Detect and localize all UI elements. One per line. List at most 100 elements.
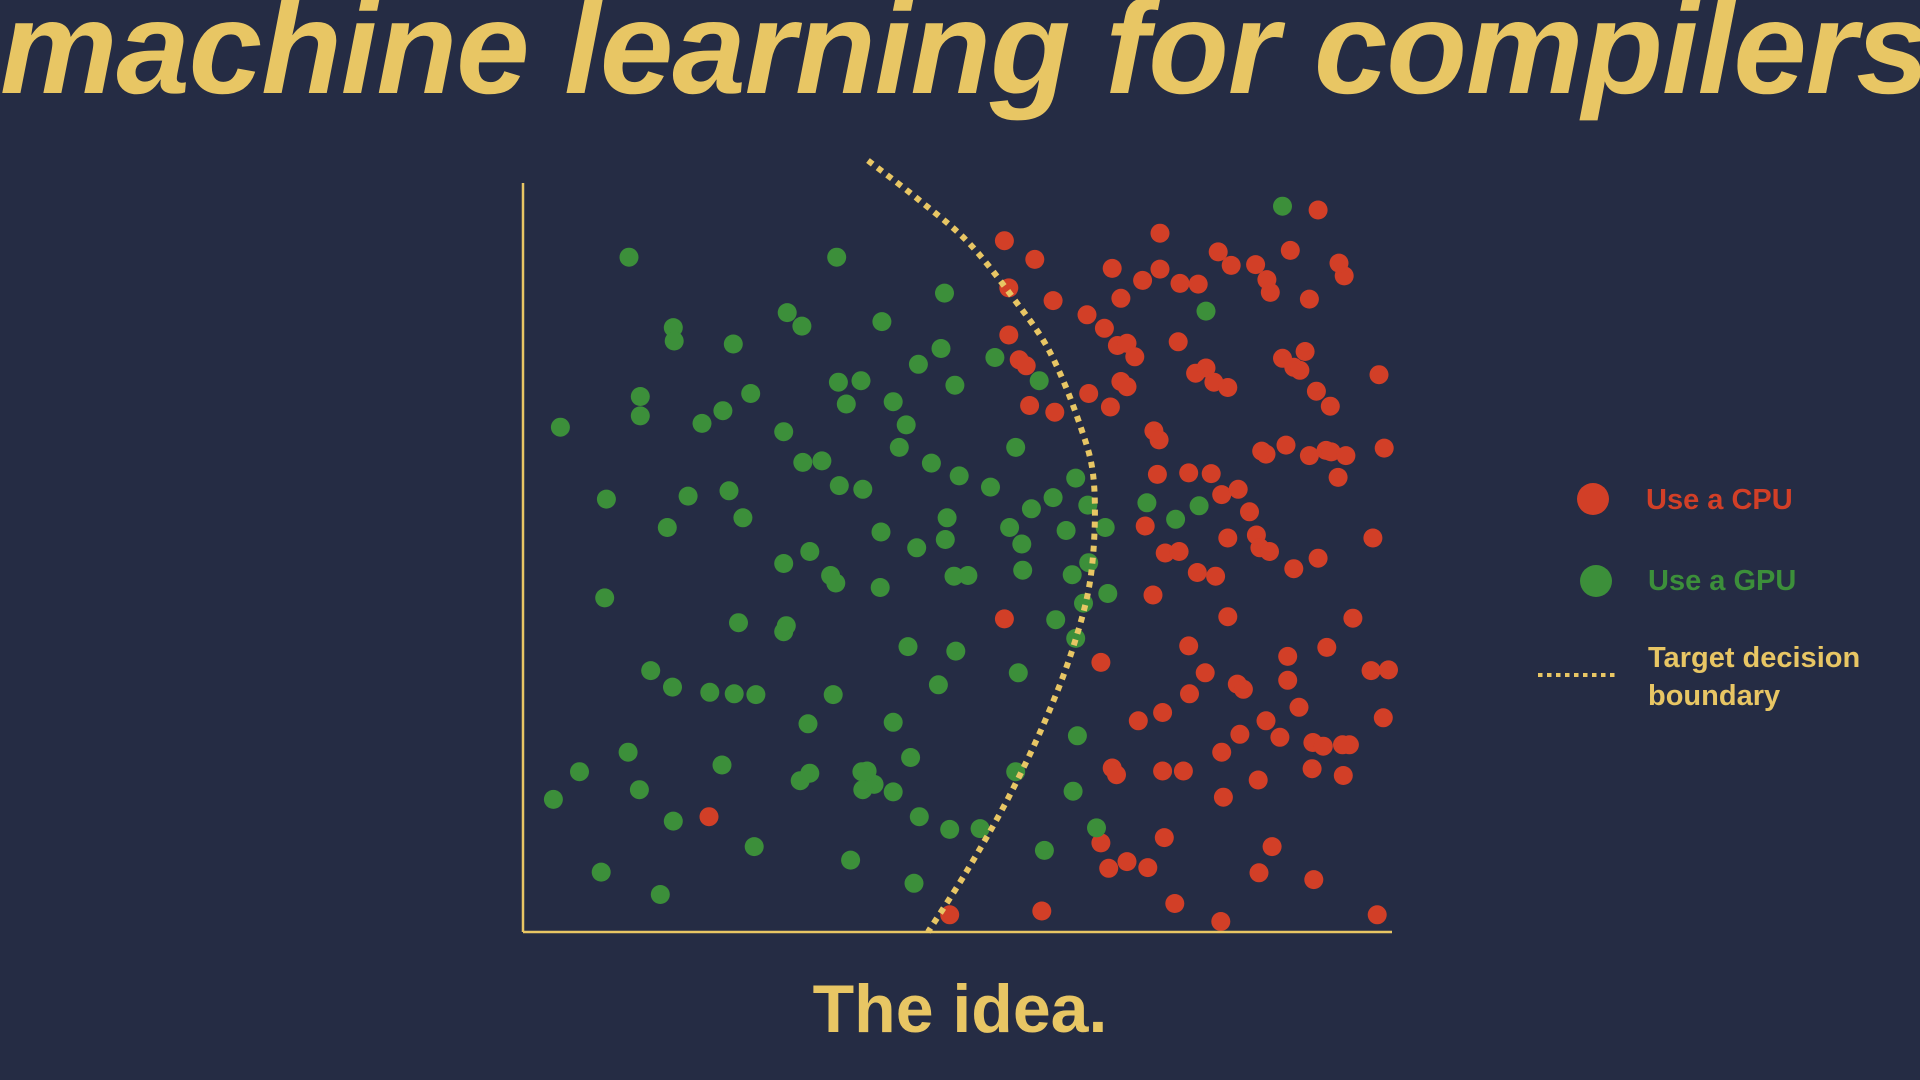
- gpu-point: [871, 522, 891, 542]
- cpu-point: [1249, 863, 1269, 883]
- gpu-point: [596, 489, 616, 509]
- cpu-point: [1336, 446, 1356, 466]
- cpu-point: [1270, 727, 1290, 747]
- gpu-point: [776, 616, 796, 636]
- gpu-point: [896, 415, 916, 435]
- gpu-point: [985, 348, 1005, 367]
- gpu-point: [1087, 818, 1106, 838]
- gpu-point: [692, 413, 712, 433]
- cpu-point: [1211, 912, 1231, 931]
- cpu-point: [1128, 711, 1148, 731]
- gpu-point: [946, 641, 966, 661]
- cpu-point: [1117, 377, 1137, 397]
- gpu-point: [1196, 301, 1216, 321]
- gpu-point: [630, 387, 650, 406]
- cpu-point: [1094, 318, 1114, 338]
- gpu-point: [800, 542, 820, 561]
- gpu-point: [812, 451, 832, 471]
- cpu-point: [1363, 528, 1383, 548]
- cpu-point: [1147, 464, 1167, 484]
- cpu-point: [1043, 291, 1063, 311]
- series-gpu: [543, 196, 1292, 904]
- gpu-point: [774, 554, 794, 573]
- cpu-point: [1016, 356, 1036, 376]
- gpu-point: [1013, 560, 1033, 580]
- gpu-point: [901, 748, 921, 767]
- gpu-point: [774, 422, 794, 442]
- gpu-point: [719, 481, 739, 501]
- legend-label-cpu: Use a CPU: [1646, 484, 1793, 516]
- gpu-point: [829, 476, 849, 496]
- gpu-point: [883, 782, 903, 802]
- gpu-point: [921, 453, 941, 473]
- gpu-point: [1066, 468, 1086, 488]
- gpu-point: [937, 508, 957, 528]
- cpu-point: [1168, 332, 1188, 352]
- gpu-point: [883, 712, 903, 732]
- gpu-point: [1029, 371, 1049, 391]
- gpu-point: [935, 530, 955, 549]
- cpu-point: [699, 807, 719, 827]
- gpu-point: [931, 339, 951, 358]
- cpu-point: [1032, 901, 1052, 921]
- cpu-point: [1125, 347, 1145, 367]
- cpu-point: [1187, 563, 1207, 582]
- cpu-point: [1155, 543, 1175, 563]
- gpu-point: [1021, 499, 1041, 519]
- gpu-point: [1008, 663, 1028, 683]
- gpu-point: [857, 761, 877, 781]
- cpu-point: [1221, 255, 1241, 275]
- gpu-point: [981, 477, 1000, 497]
- gpu-point: [958, 566, 978, 585]
- cpu-point: [1290, 360, 1310, 380]
- cpu-point: [1206, 566, 1226, 586]
- gpu-point: [827, 247, 847, 267]
- gpu-point: [798, 714, 818, 734]
- gpu-point: [790, 771, 810, 791]
- gpu-point: [591, 862, 611, 882]
- gpu-point: [641, 661, 661, 681]
- gpu-point: [650, 885, 670, 904]
- series-cpu: [699, 200, 1398, 931]
- cpu-point: [1165, 894, 1185, 913]
- cpu-point: [1262, 837, 1282, 857]
- cpu-point: [1153, 703, 1173, 722]
- gpu-point: [595, 588, 615, 608]
- gpu-point: [1098, 584, 1118, 603]
- gpu-point: [1000, 518, 1020, 537]
- slide-caption: The idea.: [812, 971, 1108, 1047]
- gpu-point: [970, 819, 990, 839]
- gpu-point: [1056, 521, 1076, 540]
- cpu-point: [1280, 240, 1300, 260]
- cpu-point: [1317, 637, 1337, 657]
- cpu-point: [1153, 761, 1173, 781]
- cpu-point: [1188, 274, 1208, 294]
- cpu-point: [1020, 396, 1040, 415]
- gpu-point: [889, 437, 909, 457]
- gpu-point: [1067, 726, 1087, 746]
- gpu-point: [663, 677, 682, 697]
- gpu-point: [853, 780, 873, 800]
- cpu-point: [1213, 787, 1233, 807]
- cpu-point: [1150, 259, 1170, 279]
- cpu-point: [1045, 402, 1065, 422]
- cpu-point: [1252, 441, 1272, 461]
- gpu-point: [1034, 840, 1054, 860]
- cpu-point: [1195, 663, 1215, 683]
- gpu-point: [723, 334, 743, 354]
- cpu-point: [1107, 765, 1126, 785]
- cpu-point: [1260, 282, 1280, 302]
- gpu-point: [733, 508, 753, 528]
- gpu-point: [629, 780, 649, 800]
- cpu-point: [1329, 253, 1349, 273]
- gpu-point: [657, 518, 677, 537]
- cpu-point: [1233, 679, 1253, 699]
- cpu-point: [1111, 288, 1131, 308]
- legend-label-boundary-line-2: boundary: [1648, 680, 1781, 712]
- cpu-point: [1260, 542, 1279, 561]
- cpu-point: [1099, 858, 1119, 878]
- cpu-point: [1025, 249, 1045, 269]
- gpu-point: [872, 312, 892, 332]
- gpu-point: [1006, 437, 1026, 457]
- cpu-point: [1295, 342, 1315, 361]
